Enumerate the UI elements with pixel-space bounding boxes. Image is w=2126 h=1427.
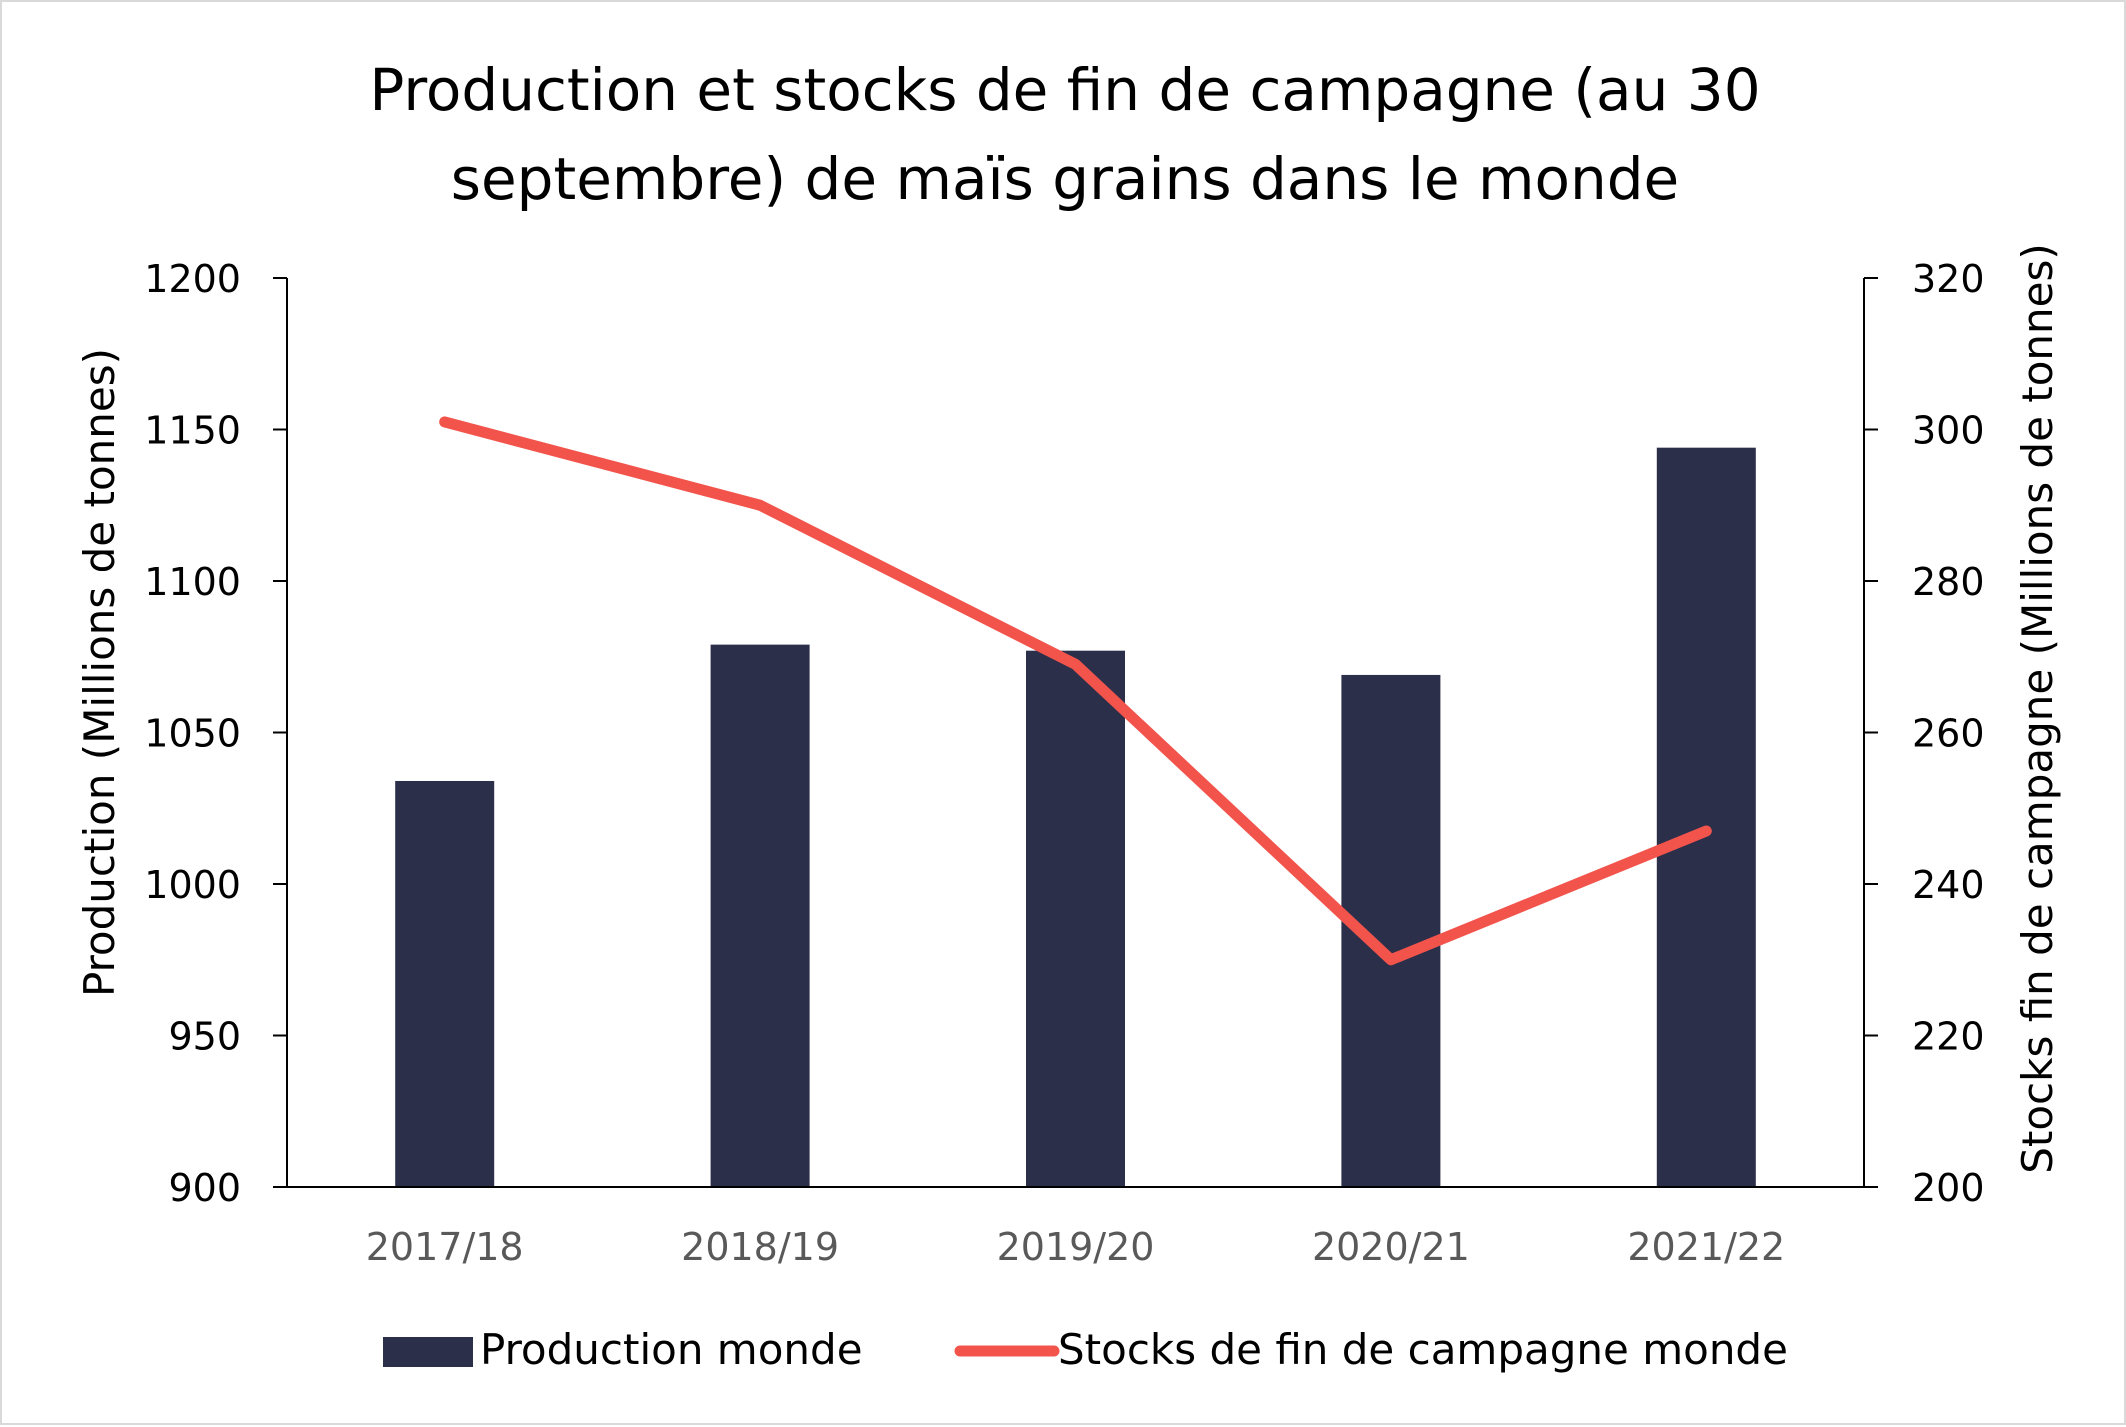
right-tick-label: 280 <box>1912 560 1985 604</box>
right-tick-label: 260 <box>1912 712 1985 756</box>
stocks-point-2018-19 <box>759 504 762 507</box>
plot-area: 900 950 1000 1050 1100 1150 1200 200 220 240 260 28… <box>144 257 1984 1269</box>
left-tick-label: 1050 <box>144 712 241 756</box>
right-tick-label: 320 <box>1912 257 1985 301</box>
x-tick-label: 2021/22 <box>1627 1225 1785 1269</box>
x-tick-label: 2018/19 <box>681 1225 839 1269</box>
x-tick-label: 2020/21 <box>1312 1225 1470 1269</box>
legend-label-production: Production monde <box>480 1325 863 1374</box>
left-tick-label: 1000 <box>144 863 241 907</box>
legend-label-stocks: Stocks de fin de campagne monde <box>1058 1325 1788 1374</box>
left-tick-label: 900 <box>168 1166 241 1210</box>
chart-title: Production et stocks de fin de campagne … <box>369 56 1760 213</box>
left-tick-label: 950 <box>168 1015 241 1059</box>
left-tick-label: 1200 <box>144 257 241 301</box>
stocks-point-2019-20 <box>1074 663 1077 666</box>
chart-title-line-2: septembre) de maïs grains dans le monde <box>451 145 1680 213</box>
right-tick-label: 300 <box>1912 409 1985 453</box>
stocks-point-2017-18 <box>443 420 446 423</box>
left-tick-label: 1100 <box>144 560 241 604</box>
right-tick-label: 200 <box>1912 1166 1985 1210</box>
legend: Production monde Stocks de fin de campag… <box>383 1325 1788 1374</box>
stocks-point-2020-21 <box>1389 958 1392 961</box>
right-axis-title: Stocks fin de campagne (Millions de tonn… <box>2013 243 2062 1174</box>
bar-2017-18 <box>395 780 495 1187</box>
bar-2018-19 <box>710 644 810 1187</box>
right-tick-label: 240 <box>1912 863 1985 907</box>
x-tick-label: 2019/20 <box>997 1225 1155 1269</box>
legend-swatch-production <box>383 1337 473 1367</box>
left-tick-label: 1150 <box>144 409 241 453</box>
x-tick-label: 2017/18 <box>366 1225 524 1269</box>
left-axis-title: Production (Millions de tonnes) <box>75 348 124 997</box>
right-tick-label: 220 <box>1912 1015 1985 1059</box>
stocks-point-2021-22 <box>1705 829 1708 832</box>
chart-title-line-1: Production et stocks de fin de campagne … <box>369 56 1760 124</box>
bar-2021-22 <box>1656 447 1756 1187</box>
bar-2019-20 <box>1026 650 1125 1187</box>
